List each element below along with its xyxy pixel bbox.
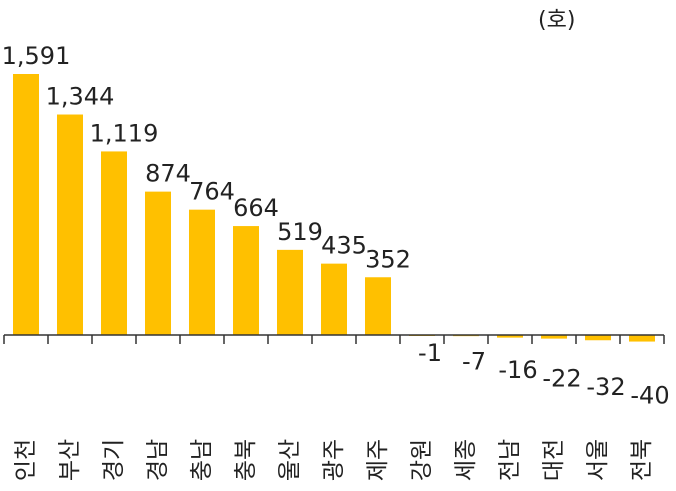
category-label: 인천 <box>13 439 39 481</box>
category-label: 부산 <box>57 439 83 481</box>
bar-14 <box>629 335 655 342</box>
value-label: -32 <box>586 373 625 401</box>
category-label: 세종 <box>453 439 479 481</box>
bar-2 <box>101 151 127 335</box>
value-label: -7 <box>462 348 486 376</box>
category-label: 충남 <box>189 439 215 481</box>
bar-12 <box>541 335 567 339</box>
value-label: 352 <box>365 245 411 273</box>
bar-0 <box>13 74 39 335</box>
value-label: 764 <box>189 178 235 206</box>
bar-4 <box>189 209 215 335</box>
bar-7 <box>321 263 347 335</box>
value-label: 664 <box>233 194 279 222</box>
category-label: 전남 <box>497 439 523 481</box>
category-label: 경남 <box>145 439 171 481</box>
category-label: 강원 <box>409 439 435 481</box>
category-label: 경기 <box>101 439 127 481</box>
value-label: 519 <box>277 218 323 246</box>
value-label: 874 <box>145 160 191 188</box>
bar-1 <box>57 114 83 335</box>
bars-group <box>13 74 655 342</box>
bar-13 <box>585 335 611 341</box>
category-labels: 인천 부산 경기 경남 충남 충북 울산 광주 제주 강원 세종 전남 대전 서울 전북 <box>13 439 655 481</box>
bar-5 <box>233 226 259 335</box>
category-label: 광주 <box>321 439 347 481</box>
category-label: 전북 <box>629 439 655 481</box>
category-label: 대전 <box>541 439 567 481</box>
value-label: 1,344 <box>46 83 115 111</box>
category-label: 제주 <box>365 439 391 481</box>
value-label: -22 <box>542 365 581 393</box>
bar-8 <box>365 277 391 335</box>
unit-label: (호) <box>538 8 575 33</box>
category-label: 충북 <box>233 439 259 481</box>
value-label: -16 <box>498 356 537 384</box>
bar-6 <box>277 249 303 335</box>
bar-3 <box>145 191 171 335</box>
value-label: 1,591 <box>2 42 71 70</box>
value-label: -40 <box>630 382 669 410</box>
tick-marks <box>3 335 665 344</box>
category-label: 서울 <box>585 439 611 481</box>
value-label: 435 <box>321 232 367 260</box>
value-label: -1 <box>418 339 442 367</box>
category-label: 울산 <box>277 439 303 481</box>
value-label: 1,119 <box>90 119 159 147</box>
bar-11 <box>497 335 523 338</box>
